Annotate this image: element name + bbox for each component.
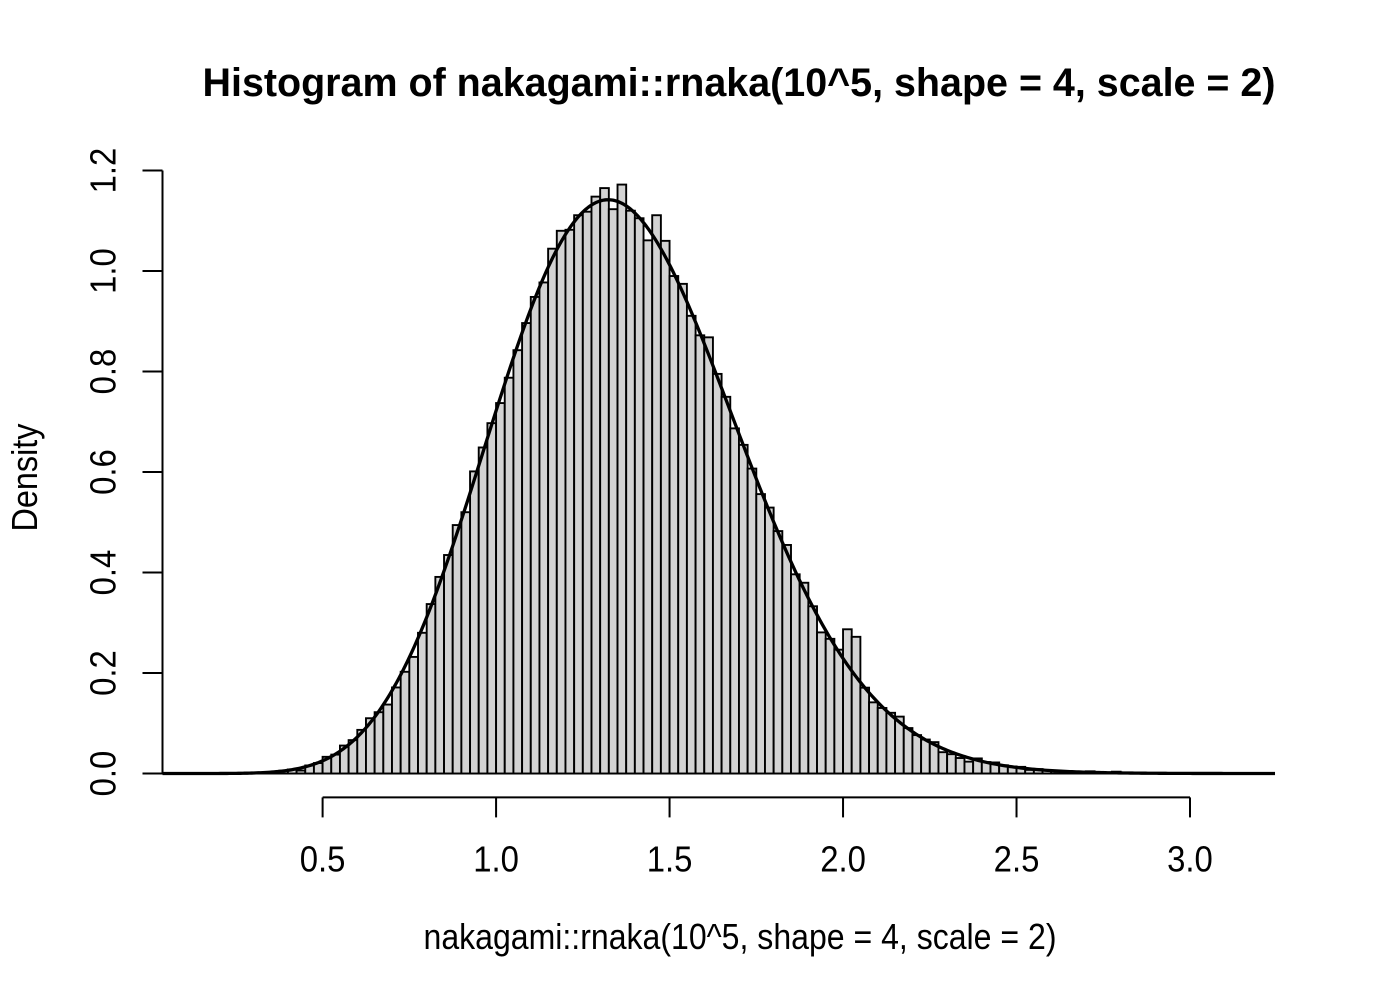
svg-text:2.5: 2.5 xyxy=(994,839,1040,880)
svg-text:nakagami::rnaka(10^5, shape =: nakagami::rnaka(10^5, shape = 4, scale =… xyxy=(424,916,1057,957)
svg-text:0.6: 0.6 xyxy=(83,449,124,495)
svg-text:1.0: 1.0 xyxy=(473,839,519,880)
svg-text:1.5: 1.5 xyxy=(647,839,693,880)
svg-text:0.4: 0.4 xyxy=(83,550,124,596)
svg-text:2.0: 2.0 xyxy=(820,839,866,880)
svg-text:1.0: 1.0 xyxy=(83,248,124,294)
svg-text:0.0: 0.0 xyxy=(83,751,124,797)
svg-text:1.2: 1.2 xyxy=(83,148,124,194)
svg-text:Histogram of nakagami::rnaka(1: Histogram of nakagami::rnaka(10^5, shape… xyxy=(203,61,1276,105)
svg-text:0.2: 0.2 xyxy=(83,650,124,696)
svg-text:0.5: 0.5 xyxy=(300,839,346,880)
svg-text:0.8: 0.8 xyxy=(83,349,124,395)
svg-text:Density: Density xyxy=(4,424,45,532)
svg-text:3.0: 3.0 xyxy=(1167,839,1213,880)
